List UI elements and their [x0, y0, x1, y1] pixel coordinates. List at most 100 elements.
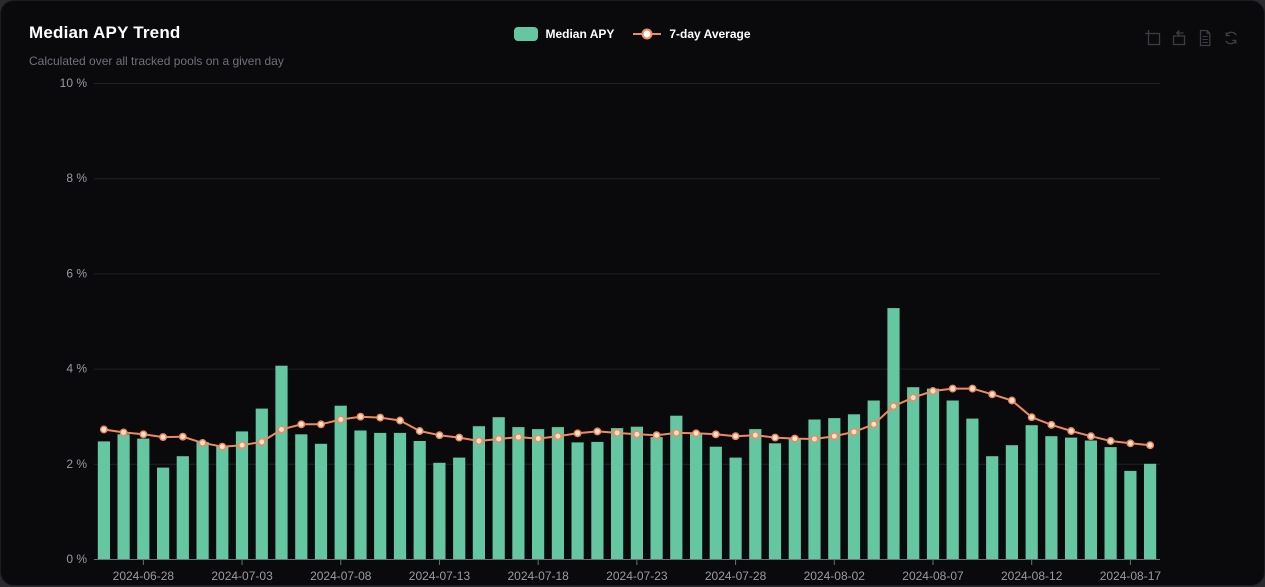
bar-2024-08-03[interactable] [847, 414, 861, 559]
avg-point-2024-08-14[interactable] [1067, 427, 1076, 435]
avg-point-2024-08-02[interactable] [830, 432, 839, 441]
avg-point-2024-08-03[interactable] [850, 427, 858, 436]
bar-2024-08-10[interactable] [986, 456, 999, 559]
bar-2024-08-11[interactable] [1005, 445, 1018, 559]
avg-point-2024-07-19[interactable] [553, 432, 562, 441]
avg-point-2024-07-29[interactable] [751, 431, 760, 440]
avg-point-2024-08-13[interactable] [1047, 420, 1056, 429]
bar-2024-08-01[interactable] [808, 419, 821, 560]
bar-2024-07-30[interactable] [768, 443, 782, 559]
bar-2024-06-28[interactable] [137, 438, 150, 559]
avg-point-2024-07-20[interactable] [573, 429, 582, 438]
avg-point-2024-06-28[interactable] [139, 430, 148, 439]
legend-item-7day-average[interactable]: 7-day Average [632, 27, 751, 41]
bar-2024-07-07[interactable] [314, 443, 328, 559]
avg-point-2024-07-08[interactable] [336, 415, 345, 424]
avg-point-2024-07-27[interactable] [711, 430, 720, 439]
bar-2024-08-12[interactable] [1025, 425, 1038, 559]
bar-2024-07-21[interactable] [591, 441, 604, 559]
avg-point-2024-07-02[interactable] [218, 442, 227, 451]
bar-2024-07-09[interactable] [354, 430, 367, 560]
avg-point-2024-07-16[interactable] [494, 435, 503, 443]
bar-2024-08-07[interactable] [926, 388, 940, 559]
bar-2024-08-15[interactable] [1084, 440, 1097, 560]
avg-point-2024-08-12[interactable] [1027, 413, 1036, 422]
bar-2024-07-27[interactable] [709, 446, 722, 559]
avg-point-2024-07-15[interactable] [474, 437, 483, 445]
avg-point-2024-08-05[interactable] [889, 402, 898, 411]
bar-2024-07-12[interactable] [413, 441, 426, 559]
avg-point-2024-08-10[interactable] [988, 390, 997, 399]
bar-2024-07-20[interactable] [571, 442, 584, 559]
bar-2024-07-10[interactable] [374, 432, 387, 559]
bar-2024-07-02[interactable] [216, 446, 229, 559]
bar-2024-08-02[interactable] [828, 418, 841, 559]
avg-point-2024-08-17[interactable] [1126, 439, 1135, 448]
avg-point-2024-07-22[interactable] [613, 428, 622, 437]
bar-2024-08-17[interactable] [1124, 470, 1137, 559]
bar-2024-07-04[interactable] [255, 408, 268, 559]
avg-point-2024-07-24[interactable] [652, 431, 661, 440]
avg-point-2024-08-06[interactable] [909, 393, 918, 402]
bar-2024-07-24[interactable] [650, 437, 663, 559]
bar-2024-07-06[interactable] [295, 434, 308, 559]
toolbox-restore-icon[interactable] [1222, 29, 1240, 47]
toolbox-data-view-icon[interactable] [1196, 29, 1214, 47]
avg-point-2024-07-17[interactable] [514, 433, 523, 442]
avg-point-2024-08-09[interactable] [968, 384, 977, 393]
bar-2024-07-18[interactable] [532, 429, 545, 559]
toolbox-zoom-reset-icon[interactable] [1170, 29, 1188, 47]
avg-point-2024-07-31[interactable] [790, 434, 799, 443]
avg-point-2024-07-21[interactable] [593, 427, 602, 436]
bar-2024-08-06[interactable] [907, 387, 920, 559]
bar-2024-07-05[interactable] [275, 365, 288, 559]
avg-point-2024-07-18[interactable] [534, 434, 543, 443]
avg-point-2024-08-07[interactable] [929, 387, 937, 395]
bar-2024-07-22[interactable] [611, 428, 624, 559]
avg-point-2024-07-03[interactable] [238, 441, 247, 450]
avg-point-2024-07-14[interactable] [455, 433, 464, 442]
avg-point-2024-07-05[interactable] [277, 425, 286, 434]
avg-point-2024-07-09[interactable] [356, 412, 365, 421]
avg-point-2024-07-07[interactable] [317, 420, 325, 429]
avg-point-2024-08-11[interactable] [1007, 396, 1016, 405]
bar-2024-07-11[interactable] [393, 432, 407, 559]
avg-point-2024-08-15[interactable] [1086, 432, 1095, 441]
avg-point-2024-07-06[interactable] [297, 420, 306, 429]
bar-2024-07-08[interactable] [334, 405, 347, 559]
bar-2024-07-19[interactable] [551, 427, 564, 559]
bar-2024-08-05[interactable] [887, 308, 900, 559]
avg-point-2024-06-30[interactable] [178, 432, 187, 441]
bar-2024-07-26[interactable] [690, 432, 703, 559]
bar-2024-07-14[interactable] [453, 457, 466, 559]
bar-2024-07-03[interactable] [235, 431, 249, 559]
bar-2024-08-13[interactable] [1045, 436, 1058, 559]
avg-point-2024-07-11[interactable] [396, 416, 404, 425]
bar-2024-07-23[interactable] [630, 426, 643, 559]
bar-2024-07-13[interactable] [433, 462, 446, 559]
legend-item-median-apy[interactable]: Median APY [514, 27, 614, 41]
avg-point-2024-08-16[interactable] [1106, 437, 1115, 445]
bar-2024-07-25[interactable] [670, 415, 683, 559]
avg-point-2024-08-18[interactable] [1146, 441, 1155, 450]
bar-2024-07-15[interactable] [472, 426, 485, 559]
avg-point-2024-07-26[interactable] [692, 429, 701, 438]
avg-point-2024-07-25[interactable] [672, 428, 681, 437]
bar-2024-08-08[interactable] [946, 400, 959, 560]
bar-2024-06-26[interactable] [97, 441, 110, 559]
bar-2024-07-31[interactable] [788, 438, 801, 559]
avg-point-2024-06-29[interactable] [159, 433, 168, 442]
avg-point-2024-07-28[interactable] [731, 432, 740, 441]
avg-point-2024-08-01[interactable] [810, 435, 819, 443]
bar-2024-08-04[interactable] [867, 400, 880, 560]
bar-2024-07-28[interactable] [729, 457, 742, 559]
bar-2024-07-16[interactable] [492, 417, 505, 559]
avg-point-2024-08-08[interactable] [948, 384, 957, 393]
avg-point-2024-07-23[interactable] [632, 430, 641, 439]
avg-point-2024-07-30[interactable] [771, 433, 780, 442]
avg-point-2024-07-12[interactable] [415, 427, 424, 435]
avg-point-2024-07-13[interactable] [435, 431, 444, 440]
bar-2024-08-14[interactable] [1065, 437, 1078, 559]
bar-2024-08-18[interactable] [1144, 463, 1157, 559]
